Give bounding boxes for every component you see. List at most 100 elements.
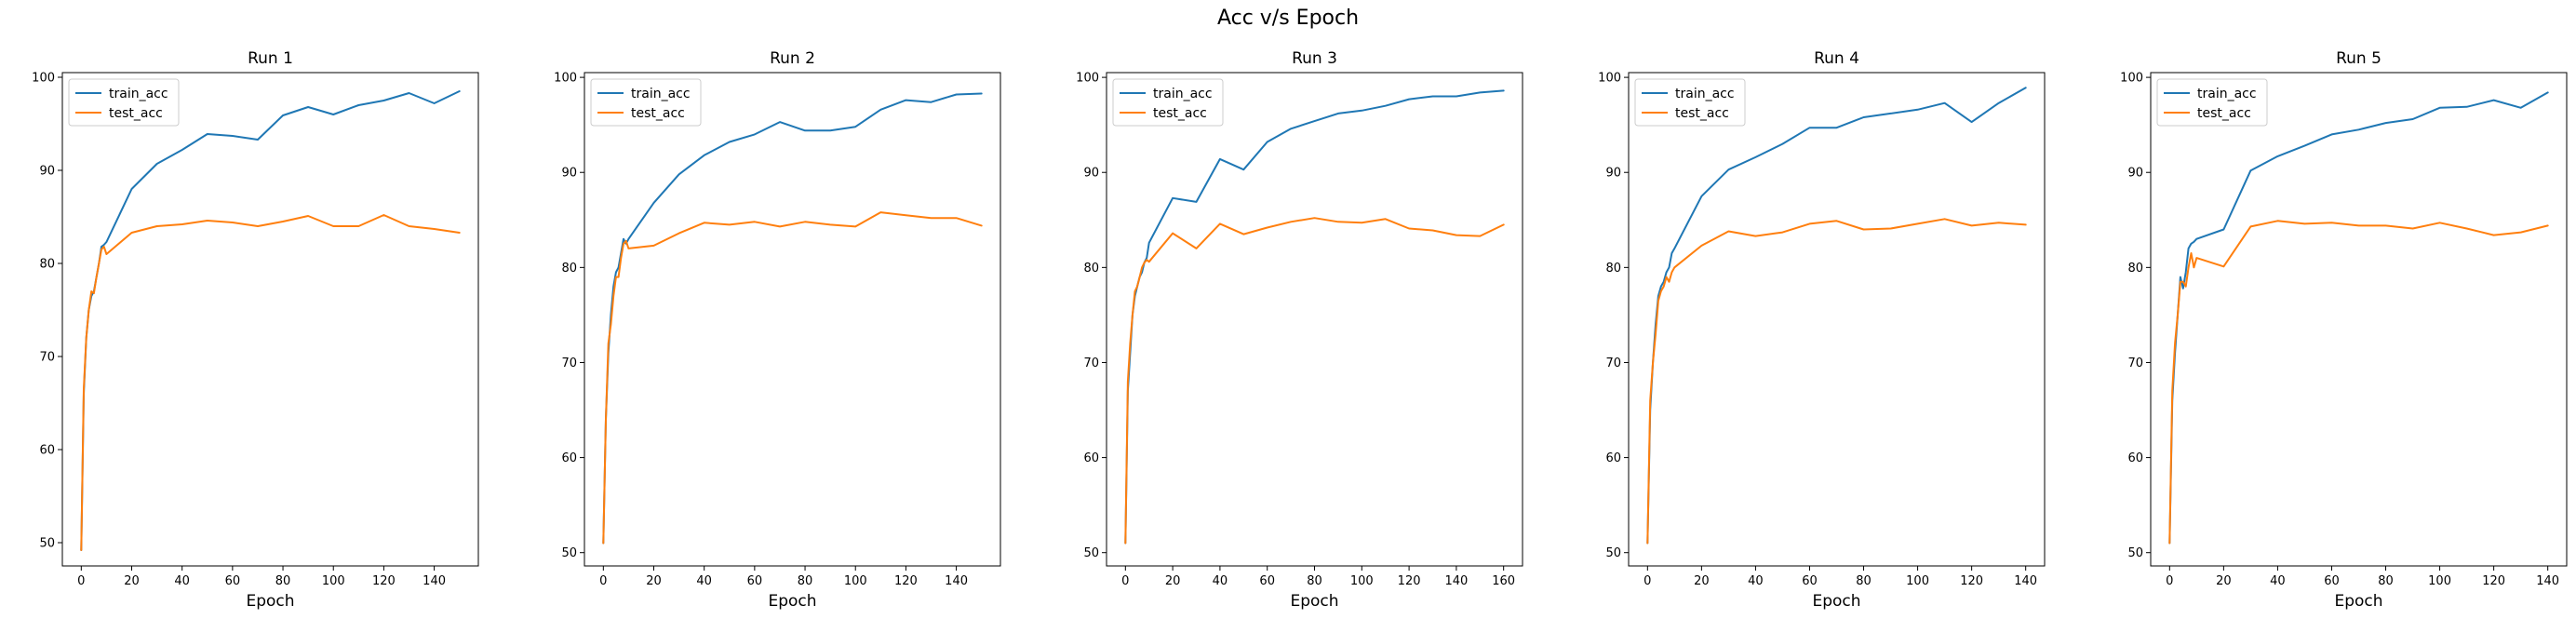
x-tick-label: 40 [1213,574,1228,588]
x-tick-label: 140 [2536,574,2559,588]
y-tick-label: 90 [39,165,55,179]
x-axis-label: Epoch [768,592,816,611]
figure-title: Acc v/s Epoch [1217,7,1359,30]
subplot-title: Run 3 [1292,49,1337,68]
x-tick-label: 60 [225,574,241,588]
x-tick-label: 120 [1960,574,1983,588]
x-tick-label: 100 [322,574,345,588]
subplot-run-5: Run 5 0 20 40 60 80 100 120 140 50 60 70 80 90 100 Epoc… [2120,49,2568,611]
series-line-test_acc [602,211,983,545]
x-tick-label: 160 [1492,574,1515,588]
axes-frame [1628,72,2046,567]
x-tick-label: 80 [1307,574,1322,588]
legend-label: test_acc [2197,106,2251,121]
series-line-test_acc [80,214,461,551]
subplot-title: Run 4 [1814,49,1859,68]
y-tick-label: 80 [1605,262,1621,276]
series-line-train_acc [602,92,983,545]
x-axis-label: Epoch [1812,592,1860,611]
y-tick-label: 100 [1598,72,1621,86]
legend: train_acc test_acc [2156,78,2268,127]
legend-label: train_acc [2197,87,2257,101]
y-tick-label: 50 [1605,546,1621,560]
legend-label: test_acc [109,106,163,121]
x-tick-label: 140 [2014,574,2037,588]
series-line-test_acc [1124,217,1505,545]
legend-box [1634,78,1746,127]
x-tick-label: 140 [945,574,968,588]
legend-label: test_acc [1153,106,1207,121]
subplot-run-4: Run 4 0 20 40 60 80 100 120 140 50 60 70 80 90 100 Epoc… [1598,49,2046,611]
legend: train_acc test_acc [1634,78,1746,127]
y-tick-label: 90 [2127,167,2143,181]
y-tick-label: 90 [561,167,577,181]
x-tick-label: 120 [1398,574,1421,588]
subplot-title: Run 2 [770,49,815,68]
axes-frame [2150,72,2568,567]
legend-label: train_acc [631,87,691,101]
y-tick-label: 60 [2127,451,2143,465]
x-tick-label: 140 [1444,574,1468,588]
subplot-title: Run 5 [2336,49,2381,68]
y-tick-label: 70 [561,357,577,370]
y-tick-label: 50 [561,546,577,560]
y-tick-label: 50 [39,537,55,551]
x-axis-label: Epoch [246,592,294,611]
y-tick-label: 80 [2127,262,2143,276]
axes-frame [61,72,479,567]
axes-frame [1106,72,1523,567]
y-tick-label: 80 [39,258,55,272]
legend-label: test_acc [631,106,685,121]
x-tick-label: 40 [174,574,190,588]
y-tick-label: 100 [554,72,577,86]
x-tick-label: 20 [124,574,140,588]
x-tick-label: 0 [1121,574,1129,588]
legend: train_acc test_acc [1112,78,1224,127]
y-tick-label: 60 [39,444,55,458]
x-tick-label: 60 [747,574,763,588]
x-axis-label: Epoch [2334,592,2382,611]
x-tick-label: 120 [894,574,918,588]
y-tick-label: 100 [1076,72,1099,86]
x-tick-label: 40 [1748,574,1764,588]
x-tick-label: 80 [275,574,291,588]
subplot-run-2: Run 2 0 20 40 60 80 100 120 140 50 60 70 80 90 100 Epoc… [554,49,1001,611]
legend-box [68,78,180,127]
subplot-run-3: Run 3 0 20 40 60 80 100 120 140 160 50 60 70 80 90 100 E… [1076,49,1523,611]
legend: train_acc test_acc [68,78,180,127]
y-tick-label: 50 [2127,546,2143,560]
x-tick-label: 80 [2378,574,2394,588]
x-tick-label: 20 [1165,574,1181,588]
legend-box [2156,78,2268,127]
x-tick-label: 0 [77,574,85,588]
y-tick-label: 60 [1605,451,1621,465]
subplot-run-1: Run 1 0 20 40 60 80 100 120 140 50 60 70 80 90 100 Epoc… [32,49,479,611]
x-tick-label: 100 [844,574,867,588]
subplots: Run 1 0 20 40 60 80 100 120 140 50 60 70 80 90 100 Epoc… [32,49,2568,611]
x-tick-label: 20 [646,574,662,588]
y-tick-label: 100 [2120,72,2143,86]
legend-label: train_acc [1675,87,1735,101]
x-tick-label: 60 [2324,574,2340,588]
y-tick-label: 70 [1605,357,1621,370]
x-tick-label: 80 [798,574,813,588]
legend-label: train_acc [109,87,168,101]
x-tick-label: 60 [1259,574,1275,588]
x-tick-label: 100 [2428,574,2451,588]
y-tick-label: 70 [39,351,55,365]
x-tick-label: 100 [1906,574,1929,588]
x-tick-label: 120 [372,574,396,588]
y-tick-label: 60 [1083,451,1099,465]
y-tick-label: 60 [561,451,577,465]
x-tick-label: 140 [423,574,446,588]
y-tick-label: 80 [561,262,577,276]
x-tick-label: 100 [1350,574,1374,588]
x-tick-label: 20 [1694,574,1710,588]
legend-label: train_acc [1153,87,1213,101]
y-tick-label: 50 [1083,546,1099,560]
x-tick-label: 40 [2270,574,2286,588]
legend-box [590,78,702,127]
y-tick-label: 70 [2127,357,2143,370]
